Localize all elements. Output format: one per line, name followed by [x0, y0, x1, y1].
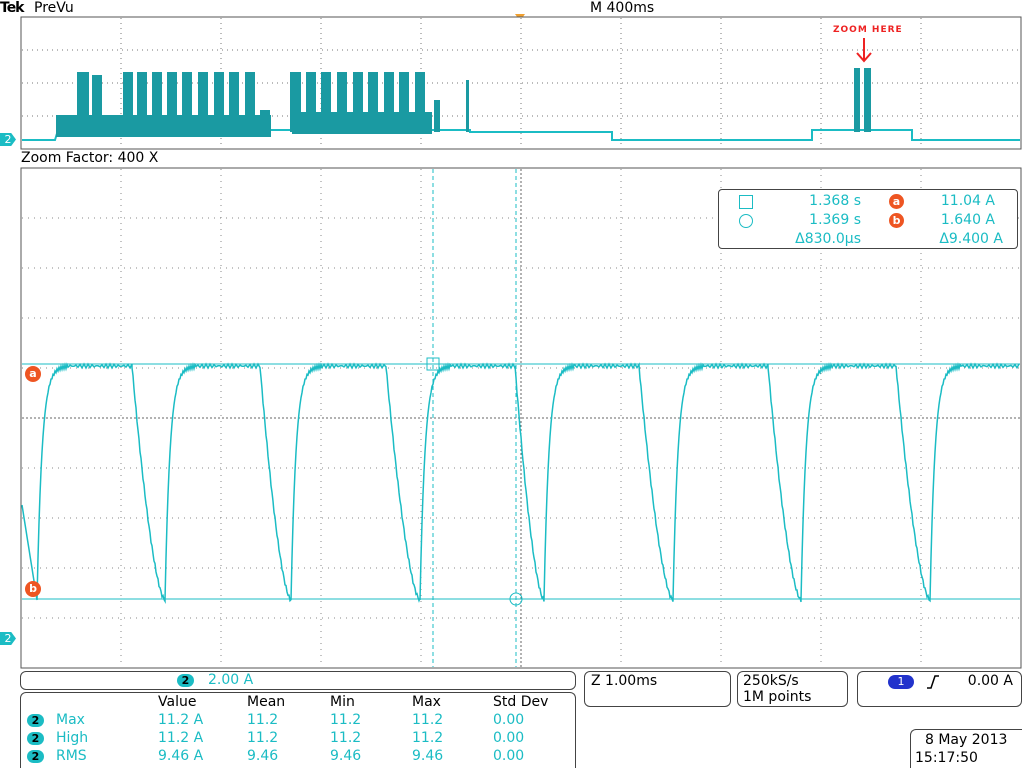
- table-row[interactable]: 2 High 11.2 A 11.2 11.2 11.2 0.00: [21, 730, 577, 748]
- row-name: RMS: [56, 748, 87, 764]
- row-channel-badge: 2: [27, 750, 44, 763]
- table-row[interactable]: 2 RMS 9.46 A 9.46 9.46 9.46 0.00: [21, 748, 577, 766]
- rising-edge-icon: [927, 675, 939, 689]
- col-max: Max: [412, 694, 441, 710]
- delta-value: Δ9.400 A: [939, 231, 1003, 247]
- main-channel-marker: 2: [0, 632, 16, 645]
- row-max: 11.2: [412, 730, 444, 746]
- col-mean: Mean: [247, 694, 286, 710]
- row-min: 9.46: [330, 748, 362, 764]
- overview-graticule: [20, 16, 1022, 150]
- record-length: 1M points: [743, 689, 812, 705]
- row-value: 11.2 A: [158, 730, 204, 746]
- row-std: 0.00: [493, 712, 525, 728]
- overview-channel-marker: 2: [0, 133, 16, 146]
- cursor-b-value: 1.640 A: [940, 212, 995, 228]
- row-min: 11.2: [330, 730, 362, 746]
- row-channel-badge: 2: [27, 714, 44, 727]
- cursor1-time: 1.368 s: [809, 193, 861, 209]
- mode-label: PreVu: [34, 0, 74, 16]
- sample-rate: 250kS/s: [743, 673, 799, 689]
- brand-logo: Tek: [0, 0, 24, 16]
- zoom-factor-label: Zoom Factor: 400 X: [21, 150, 159, 166]
- row-value: 9.46 A: [158, 748, 204, 764]
- row-mean: 9.46: [247, 748, 279, 764]
- col-min: Min: [330, 694, 355, 710]
- timebase-label: M 400ms: [590, 0, 655, 16]
- row-channel-badge: 2: [27, 732, 44, 745]
- marker-b-icon: b: [889, 213, 904, 228]
- cursor2-time: 1.369 s: [809, 212, 861, 228]
- measurement-table: Value Mean Min Max Std Dev 2 Max 11.2 A …: [20, 692, 576, 768]
- channel-scale: 2.00 A: [208, 672, 254, 688]
- acquisition-readout[interactable]: 250kS/s 1M points: [737, 671, 848, 707]
- date: 8 May 2013: [925, 732, 1008, 748]
- horizontal-cursors: [22, 363, 1020, 600]
- col-value: Value: [158, 694, 197, 710]
- zoom-here-arrow: [856, 38, 872, 63]
- trigger-source-badge: 1: [888, 675, 914, 689]
- row-name: Max: [56, 712, 85, 728]
- trigger-level: 0.00 A: [967, 673, 1013, 689]
- marker-a-icon: a: [889, 194, 904, 209]
- circle-icon: [739, 214, 753, 228]
- row-min: 11.2: [330, 712, 362, 728]
- cursor-readout-panel: 1.368 s 1.369 s Δ830.0µs a b 11.04 A 1.6…: [718, 189, 1018, 249]
- col-stddev: Std Dev: [493, 694, 549, 710]
- channel-scale-readout[interactable]: 2 2.00 A: [20, 671, 576, 690]
- channel-badge: 2: [177, 674, 194, 687]
- time: 15:17:50: [915, 750, 978, 766]
- square-icon: [739, 195, 753, 209]
- zoom-waveform: [21, 362, 1020, 604]
- row-mean: 11.2: [247, 730, 279, 746]
- row-max: 11.2: [412, 712, 444, 728]
- row-name: High: [56, 730, 89, 746]
- delta-time: Δ830.0µs: [795, 231, 861, 247]
- overview-trace: [22, 68, 1020, 141]
- row-std: 0.00: [493, 730, 525, 746]
- row-max: 9.46: [412, 748, 444, 764]
- vertical-cursors: [432, 169, 517, 667]
- zoom-timebase: Z 1.00ms: [591, 673, 658, 689]
- level-a-marker: a: [25, 366, 41, 382]
- trigger-readout[interactable]: 1 0.00 A: [857, 671, 1022, 707]
- level-b-marker: b: [25, 581, 41, 597]
- cursor-a-value: 11.04 A: [940, 193, 995, 209]
- cursor2-circle-marker: [509, 592, 523, 606]
- row-value: 11.2 A: [158, 712, 204, 728]
- zoom-here-annotation: ZOOM HERE: [833, 25, 903, 35]
- row-std: 0.00: [493, 748, 525, 764]
- cursor1-square-marker: [426, 357, 440, 371]
- table-row[interactable]: 2 Max 11.2 A 11.2 11.2 11.2 0.00: [21, 712, 577, 730]
- main-graticule: [20, 167, 1022, 669]
- datetime-readout: 8 May 2013 15:17:50: [910, 729, 1022, 768]
- zoom-timebase-readout[interactable]: Z 1.00ms: [584, 671, 731, 707]
- row-mean: 11.2: [247, 712, 279, 728]
